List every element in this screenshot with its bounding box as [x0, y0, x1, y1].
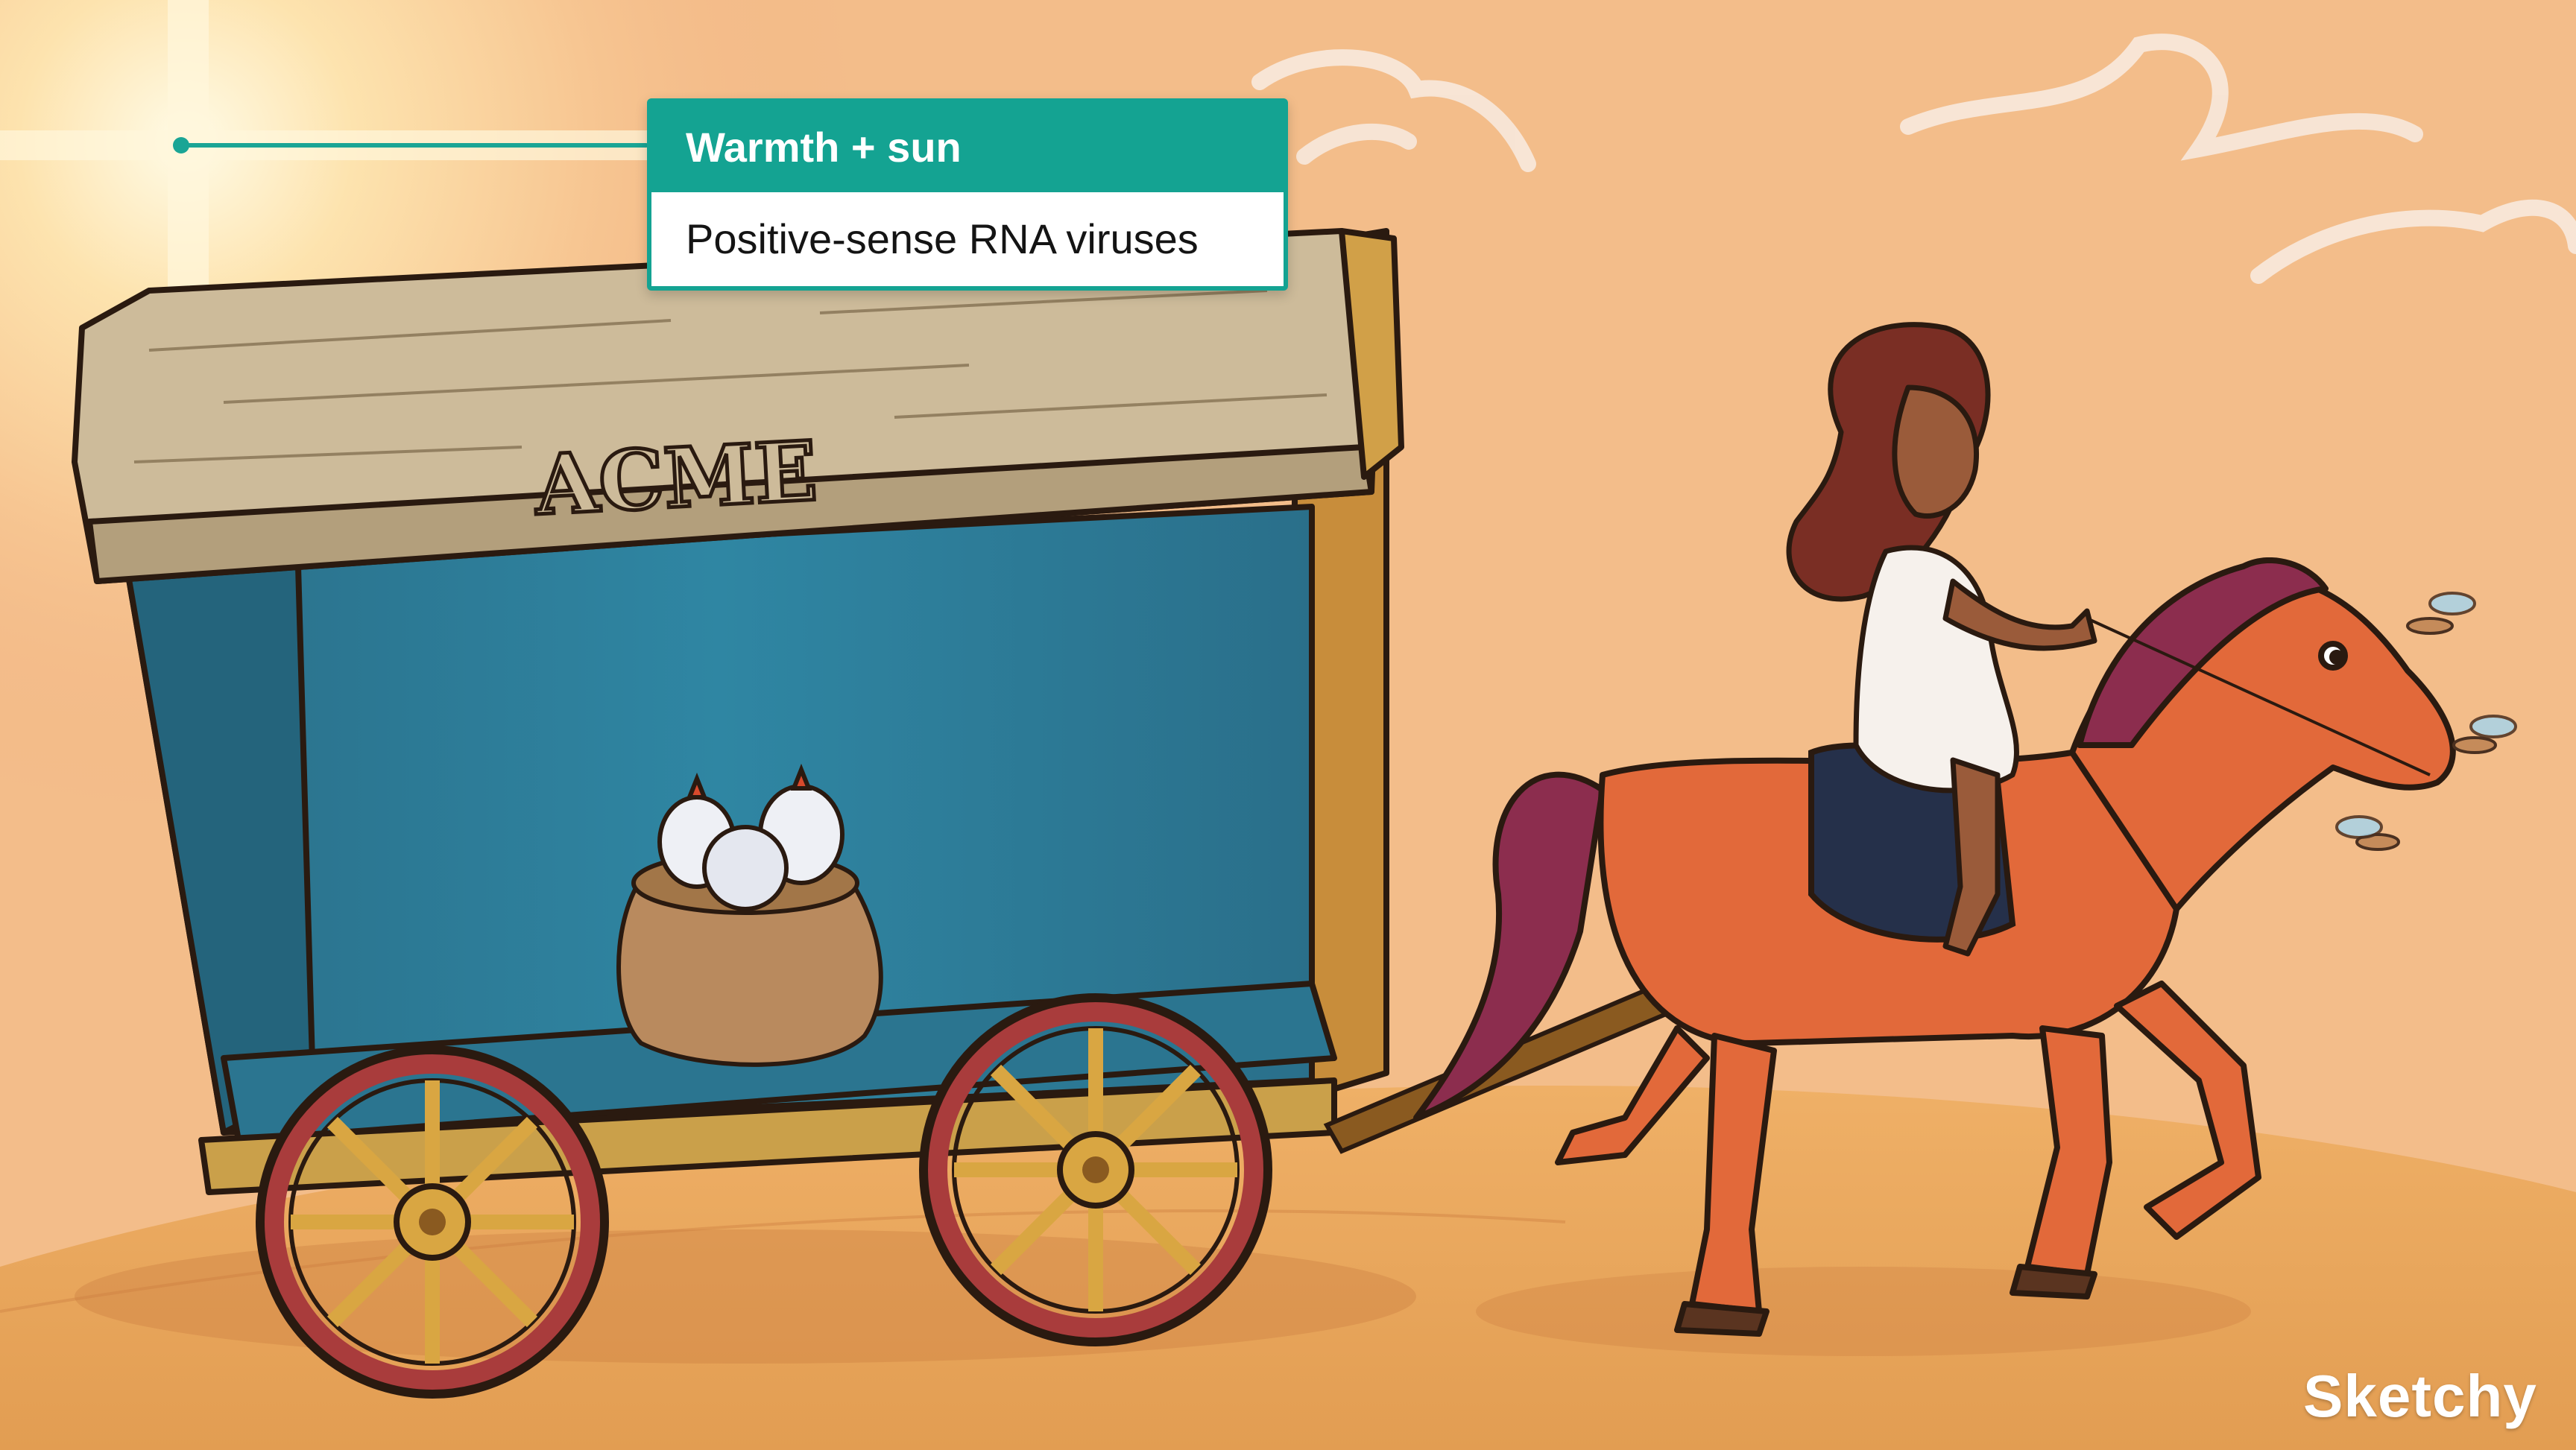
wagon-sign: ACME — [532, 422, 820, 534]
callout-header: Warmth + sun — [651, 103, 1284, 192]
callout-anchor-dot — [173, 137, 189, 153]
brand-logo: Sketchy — [2303, 1363, 2537, 1429]
wagon-wheel — [919, 993, 1272, 1346]
wagon-wheel — [256, 1045, 609, 1399]
wagon — [72, 228, 1404, 1195]
mosquito-icon — [2335, 592, 2517, 851]
rider — [1786, 322, 2097, 957]
callout-body: Positive-sense RNA viruses — [686, 215, 1199, 262]
cloud-decoration — [1251, 34, 2576, 284]
ground-hill — [0, 1086, 2576, 1450]
chicken-sack — [616, 763, 883, 1067]
callout-card[interactable]: Warmth + sun Positive-sense RNA viruses — [647, 98, 1288, 291]
callout-connector-line — [180, 143, 648, 148]
